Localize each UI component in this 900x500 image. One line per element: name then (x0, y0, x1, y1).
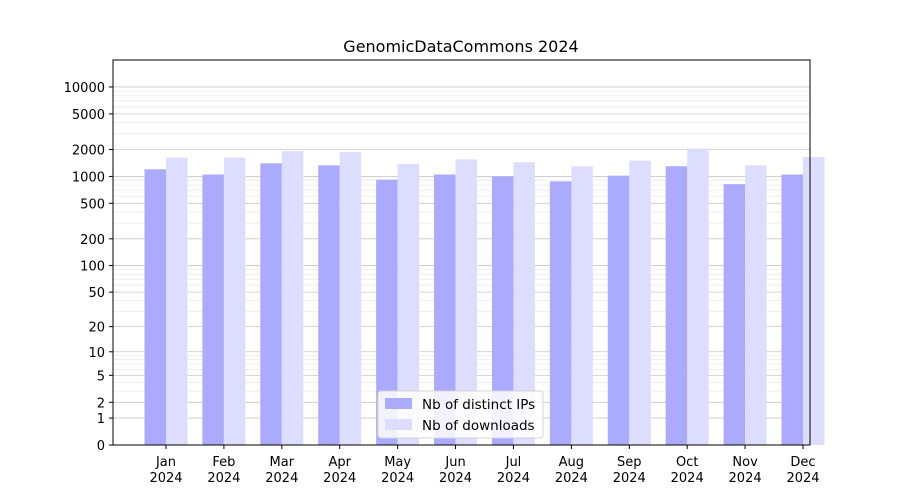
bar-distinct-ips (434, 174, 456, 446)
plot-frame (112, 59, 811, 446)
x-tick-label-year: 2024 (323, 471, 356, 486)
bar-distinct-ips (665, 166, 688, 445)
bar-distinct-ips (549, 181, 572, 445)
x-tick-label-year: 2024 (439, 471, 472, 486)
y-tick-label: 2 (97, 396, 105, 411)
bar-downloads (223, 157, 246, 445)
x-tick-label-month: Mar (270, 455, 295, 470)
bar-downloads (166, 157, 188, 445)
x-tick-label-month: Oct (676, 455, 698, 470)
bar-distinct-ips (607, 175, 630, 445)
x-tick-label-month: Sep (617, 455, 642, 470)
bar-distinct-ips (376, 179, 398, 445)
x-tick-label-month: Apr (328, 455, 351, 470)
x-tick-label-year: 2024 (671, 471, 704, 486)
x-axis: Jan2024Feb2024Mar2024Apr2024May2024Jun20… (149, 445, 820, 486)
bar-downloads (629, 160, 651, 445)
y-tick-label: 0 (97, 439, 105, 454)
y-tick-label: 200 (80, 233, 105, 248)
y-tick-label: 10 (88, 346, 105, 361)
x-tick-label-month: Jun (444, 455, 465, 470)
y-tick-label: 10000 (64, 81, 105, 96)
x-tick-label-year: 2024 (265, 471, 298, 486)
bars (144, 148, 825, 446)
legend-box (377, 390, 544, 439)
bar-downloads (687, 148, 709, 445)
bar-downloads (745, 165, 767, 446)
bar-distinct-ips (723, 184, 746, 446)
bar-downloads (281, 151, 304, 445)
legend-swatch (385, 419, 412, 430)
x-tick-label-month: Aug (559, 455, 584, 470)
bar-downloads (513, 162, 535, 445)
y-tick-label: 500 (80, 197, 105, 212)
x-tick-label-month: Jul (505, 455, 522, 470)
x-tick-label-year: 2024 (613, 471, 646, 486)
bar-downloads (455, 159, 478, 445)
y-axis: 0 12 5 10 20 50 100 200 500 1000 2000 5000 10000 (64, 81, 113, 454)
y-tick-label: 100 (80, 260, 105, 275)
y-tick-label: 2000 (72, 143, 105, 158)
bar-distinct-ips (144, 169, 166, 446)
chart-title: GenomicDataCommons 2024 (343, 37, 578, 56)
y-tick-label: 5000 (72, 108, 105, 123)
bar-downloads (397, 163, 420, 446)
x-tick-label-month: Dec (790, 455, 815, 470)
x-tick-label-month: May (384, 455, 411, 470)
x-tick-label-year: 2024 (149, 471, 182, 486)
bar-distinct-ips (318, 165, 340, 446)
x-tick-label-year: 2024 (555, 471, 588, 486)
x-tick-label-month: Nov (732, 455, 758, 470)
x-tick-label-year: 2024 (729, 471, 762, 486)
y-tick-label: 1000 (72, 170, 105, 185)
x-tick-label-year: 2024 (207, 471, 240, 486)
bar-downloads (803, 156, 825, 445)
legend: Nb of distinct IPs Nb of downloads (377, 390, 544, 439)
x-tick-label-year: 2024 (381, 471, 414, 486)
legend-swatch (385, 398, 412, 409)
bar-distinct-ips (202, 174, 224, 446)
x-tick-label-year: 2024 (786, 471, 819, 486)
y-tick-label: 50 (88, 286, 105, 301)
legend-label: Nb of distinct IPs (422, 397, 535, 413)
x-tick-label-month: Jan (155, 455, 176, 470)
bar-downloads (571, 166, 593, 445)
y-tick-label: 5 (97, 369, 105, 384)
bar-downloads (339, 152, 362, 446)
x-tick-label-year: 2024 (497, 471, 530, 486)
y-tick-label: 20 (88, 321, 105, 336)
bar-distinct-ips (260, 163, 282, 446)
y-tick-label: 1 (97, 412, 105, 427)
bar-distinct-ips (781, 174, 803, 446)
bar-distinct-ips (491, 176, 514, 445)
legend-label: Nb of downloads (422, 418, 535, 434)
x-tick-label-month: Feb (212, 455, 235, 470)
